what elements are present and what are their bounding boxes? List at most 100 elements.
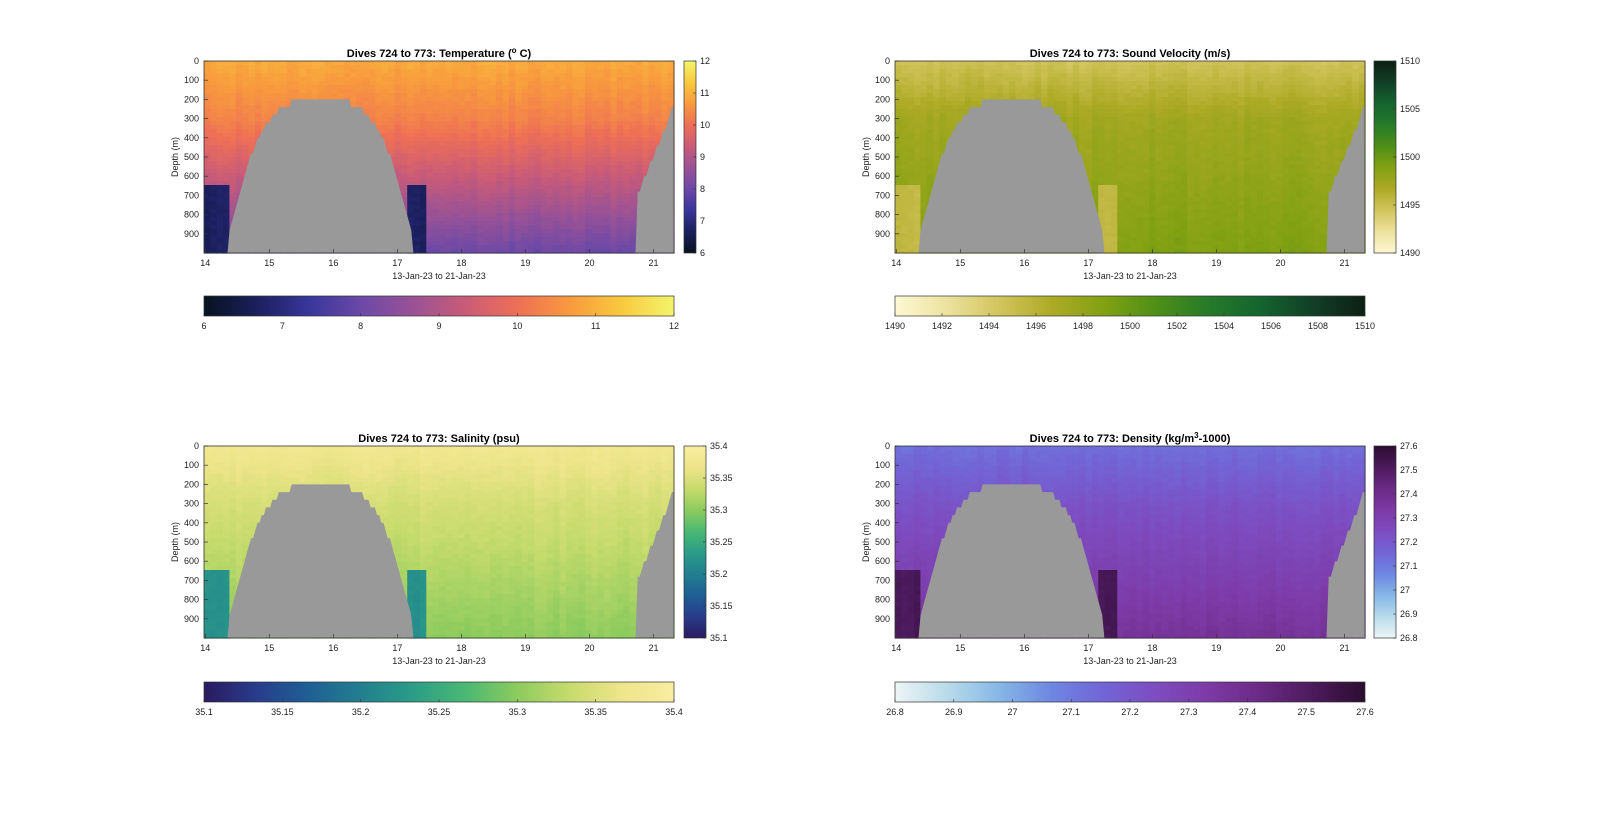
heatmap-cell [515,169,523,174]
heatmap-cell [629,169,637,174]
heatmap-cell [419,173,427,178]
heatmap-cell [235,97,243,102]
heatmap-cell [464,93,472,98]
heatmap-cell [229,73,237,78]
heatmap-cell [369,89,377,94]
heatmap-cell [654,69,662,74]
heatmap-cell [629,209,637,214]
heatmap-cell [914,237,921,242]
heatmap-cell [508,229,516,234]
heatmap-cell [895,241,902,246]
heatmap-cell [585,201,593,206]
heatmap-cell [515,165,523,170]
heatmap-cell [451,105,459,110]
heatmap-cell [362,101,370,106]
heatmap-cell [496,229,504,234]
heatmap-cell [534,233,542,238]
heatmap-cell [1015,69,1023,74]
heatmap-cell [945,101,953,106]
heatmap-cell [248,145,256,150]
heatmap-cell [426,145,434,150]
heatmap-cell [407,193,415,198]
heatmap-cell [235,137,243,142]
heatmap-cell [280,81,288,86]
heatmap-cell [585,105,593,110]
heatmap-cell [464,205,472,210]
side-colorbar-label: 8 [700,184,705,194]
heatmap-cell [254,93,262,98]
heatmap-cell [439,213,446,218]
heatmap-cell [566,193,573,198]
heatmap-cell [629,197,637,202]
heatmap-cell [508,81,516,86]
heatmap-cell [521,137,529,142]
heatmap-cell [375,125,383,130]
heatmap-cell [578,113,586,118]
heatmap-cell [939,61,947,66]
heatmap-cell [895,181,902,186]
heatmap-cell [216,61,224,66]
heatmap-cell [610,157,618,162]
heatmap-cell [585,113,593,118]
bottom-colorbar-label: 10 [512,321,522,331]
heatmap-cell [597,237,605,242]
heatmap-cell [1066,69,1074,74]
heatmap-cell [914,193,921,198]
heatmap-cell [553,97,561,102]
heatmap-cell [458,177,465,182]
heatmap-cell [477,141,485,146]
heatmap-cell [635,113,643,118]
heatmap-cell [521,225,529,230]
heatmap-cell [616,221,624,226]
heatmap-cell [508,221,516,226]
heatmap-cell [508,69,516,74]
heatmap-cell [318,69,326,74]
heatmap-cell [629,137,637,142]
heatmap-cell [534,77,542,82]
heatmap-cell [654,133,662,138]
heatmap-cell [553,101,561,106]
heatmap-cell [952,105,960,110]
heatmap-cell [642,165,650,170]
heatmap-cell [451,209,459,214]
heatmap-cell [502,209,510,214]
heatmap-cell [546,241,554,246]
heatmap-cell [629,97,637,102]
heatmap-cell [464,157,472,162]
heatmap-cell [546,105,554,110]
heatmap-cell [540,221,548,226]
heatmap-cell [502,249,510,254]
heatmap-cell [926,69,934,74]
heatmap-cell [204,129,211,134]
heatmap-cell [907,137,915,142]
heatmap-cell [977,73,985,78]
heatmap-cell [597,197,605,202]
heatmap-cell [546,133,554,138]
heatmap-cell [527,237,535,242]
heatmap-cell [920,169,928,174]
heatmap-cell [654,73,662,78]
heatmap-cell [477,65,485,70]
heatmap-cell [439,93,446,98]
heatmap-cell [623,141,631,146]
heatmap-cell [299,97,307,102]
heatmap-cell [983,81,991,86]
heatmap-cell [939,105,947,110]
heatmap-cell [540,201,548,206]
heatmap-cell [553,137,561,142]
heatmap-cell [502,213,510,218]
heatmap-cell [572,229,580,234]
heatmap-cell [521,161,529,166]
heatmap-cell [419,157,427,162]
heatmap-cell [311,81,319,86]
heatmap-cell [432,93,440,98]
heatmap-cell [958,61,966,66]
heatmap-cell [394,149,402,154]
heatmap-cell [895,85,902,90]
heatmap-cell [337,97,345,102]
heatmap-cell [521,165,529,170]
heatmap-cell [540,249,548,254]
heatmap-cell [527,225,535,230]
heatmap-cell [945,93,953,98]
heatmap-cell [508,141,516,146]
